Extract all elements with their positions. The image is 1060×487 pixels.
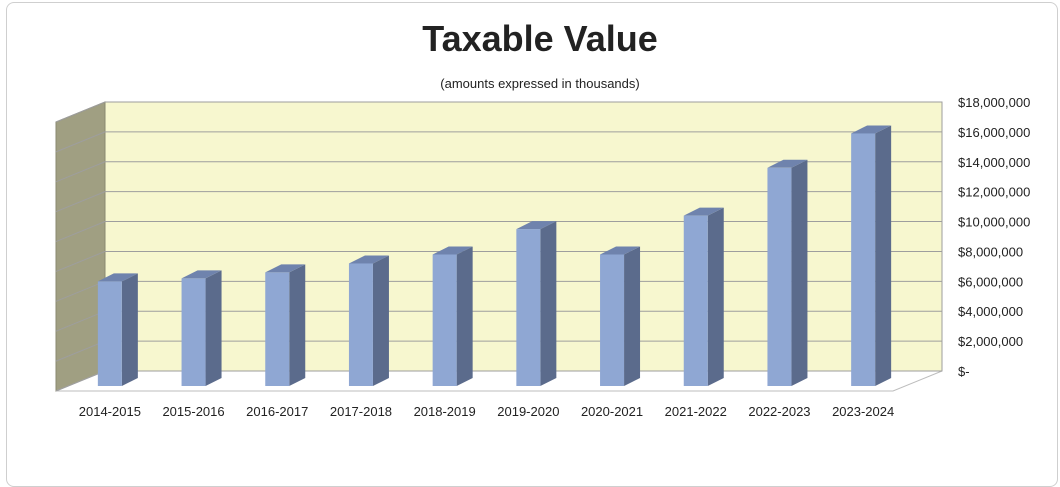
gridline bbox=[55, 221, 942, 243]
bar-front bbox=[265, 272, 290, 386]
x-tick-label: 2015-2016 bbox=[162, 404, 224, 419]
chart-title: Taxable Value bbox=[422, 18, 658, 59]
bar bbox=[97, 273, 138, 386]
gridline bbox=[55, 250, 942, 272]
x-tick-label: 2014-2015 bbox=[79, 404, 141, 419]
bar-top bbox=[97, 273, 138, 282]
chart-subtitle: (amounts expressed in thousands) bbox=[440, 76, 640, 91]
y-axis-labels: $- $2,000,000 $4,000,000 $6,000,000 $8,000,0… bbox=[958, 95, 1030, 379]
x-tick-label: 2016-2017 bbox=[246, 404, 308, 419]
bar-front bbox=[516, 229, 541, 386]
bar bbox=[432, 246, 473, 386]
y-tick-label: $10,000,000 bbox=[958, 215, 1030, 230]
gridline bbox=[55, 101, 942, 123]
bar-front bbox=[181, 278, 206, 386]
bar bbox=[265, 264, 306, 386]
bar-top bbox=[432, 246, 473, 255]
bar-front bbox=[348, 263, 373, 386]
bar-top bbox=[516, 221, 557, 230]
plot-side-wall bbox=[55, 101, 106, 392]
bar-side bbox=[540, 221, 557, 386]
y-tick-label: $12,000,000 bbox=[958, 185, 1030, 200]
bar-side bbox=[372, 255, 389, 386]
x-tick-label: 2019-2020 bbox=[497, 404, 559, 419]
bar-front bbox=[851, 133, 876, 386]
bar bbox=[516, 221, 557, 386]
y-tick-label: $16,000,000 bbox=[958, 125, 1030, 140]
x-tick-label: 2022-2023 bbox=[748, 404, 810, 419]
bar-top bbox=[600, 246, 641, 255]
bars bbox=[97, 125, 892, 386]
gridline bbox=[55, 191, 942, 213]
bar-side bbox=[456, 246, 473, 386]
gridline bbox=[55, 161, 942, 183]
bar-side bbox=[875, 125, 892, 386]
bar-front bbox=[600, 254, 625, 386]
gridline bbox=[55, 131, 942, 153]
y-tick-label: $18,000,000 bbox=[958, 95, 1030, 110]
x-tick-label: 2020-2021 bbox=[581, 404, 643, 419]
bar-side bbox=[121, 273, 138, 386]
y-tick-label: $14,000,000 bbox=[958, 155, 1030, 170]
bar-front bbox=[97, 281, 122, 386]
bar-front bbox=[432, 254, 457, 386]
x-tick-label: 2023-2024 bbox=[832, 404, 894, 419]
bar bbox=[767, 159, 808, 386]
bar-side bbox=[205, 270, 222, 386]
y-tick-label: $8,000,000 bbox=[958, 244, 1023, 259]
bar-top bbox=[181, 270, 222, 279]
bar-top bbox=[767, 159, 808, 168]
y-tick-label: $2,000,000 bbox=[958, 334, 1023, 349]
x-tick-label: 2021-2022 bbox=[665, 404, 727, 419]
bar-front bbox=[767, 167, 792, 386]
bar-top bbox=[348, 255, 389, 264]
x-tick-label: 2018-2019 bbox=[414, 404, 476, 419]
bar-top bbox=[265, 264, 306, 273]
bar-side bbox=[791, 159, 808, 386]
bar-top bbox=[851, 125, 892, 134]
bar-side bbox=[707, 207, 724, 386]
y-tick-label: $4,000,000 bbox=[958, 304, 1023, 319]
x-tick-label: 2017-2018 bbox=[330, 404, 392, 419]
x-axis-labels: 2014-2015 2015-2016 2016-2017 2017-2018 2018… bbox=[79, 404, 894, 419]
bar-top bbox=[683, 207, 724, 216]
bar bbox=[348, 255, 389, 386]
bar bbox=[851, 125, 892, 386]
bar bbox=[181, 270, 222, 386]
bar bbox=[600, 246, 641, 386]
bar-front bbox=[683, 215, 708, 386]
bar bbox=[683, 207, 724, 386]
y-tick-label: $6,000,000 bbox=[958, 274, 1023, 289]
y-tick-label: $- bbox=[958, 364, 970, 379]
bar-side bbox=[624, 246, 641, 386]
bar-side bbox=[289, 264, 306, 386]
